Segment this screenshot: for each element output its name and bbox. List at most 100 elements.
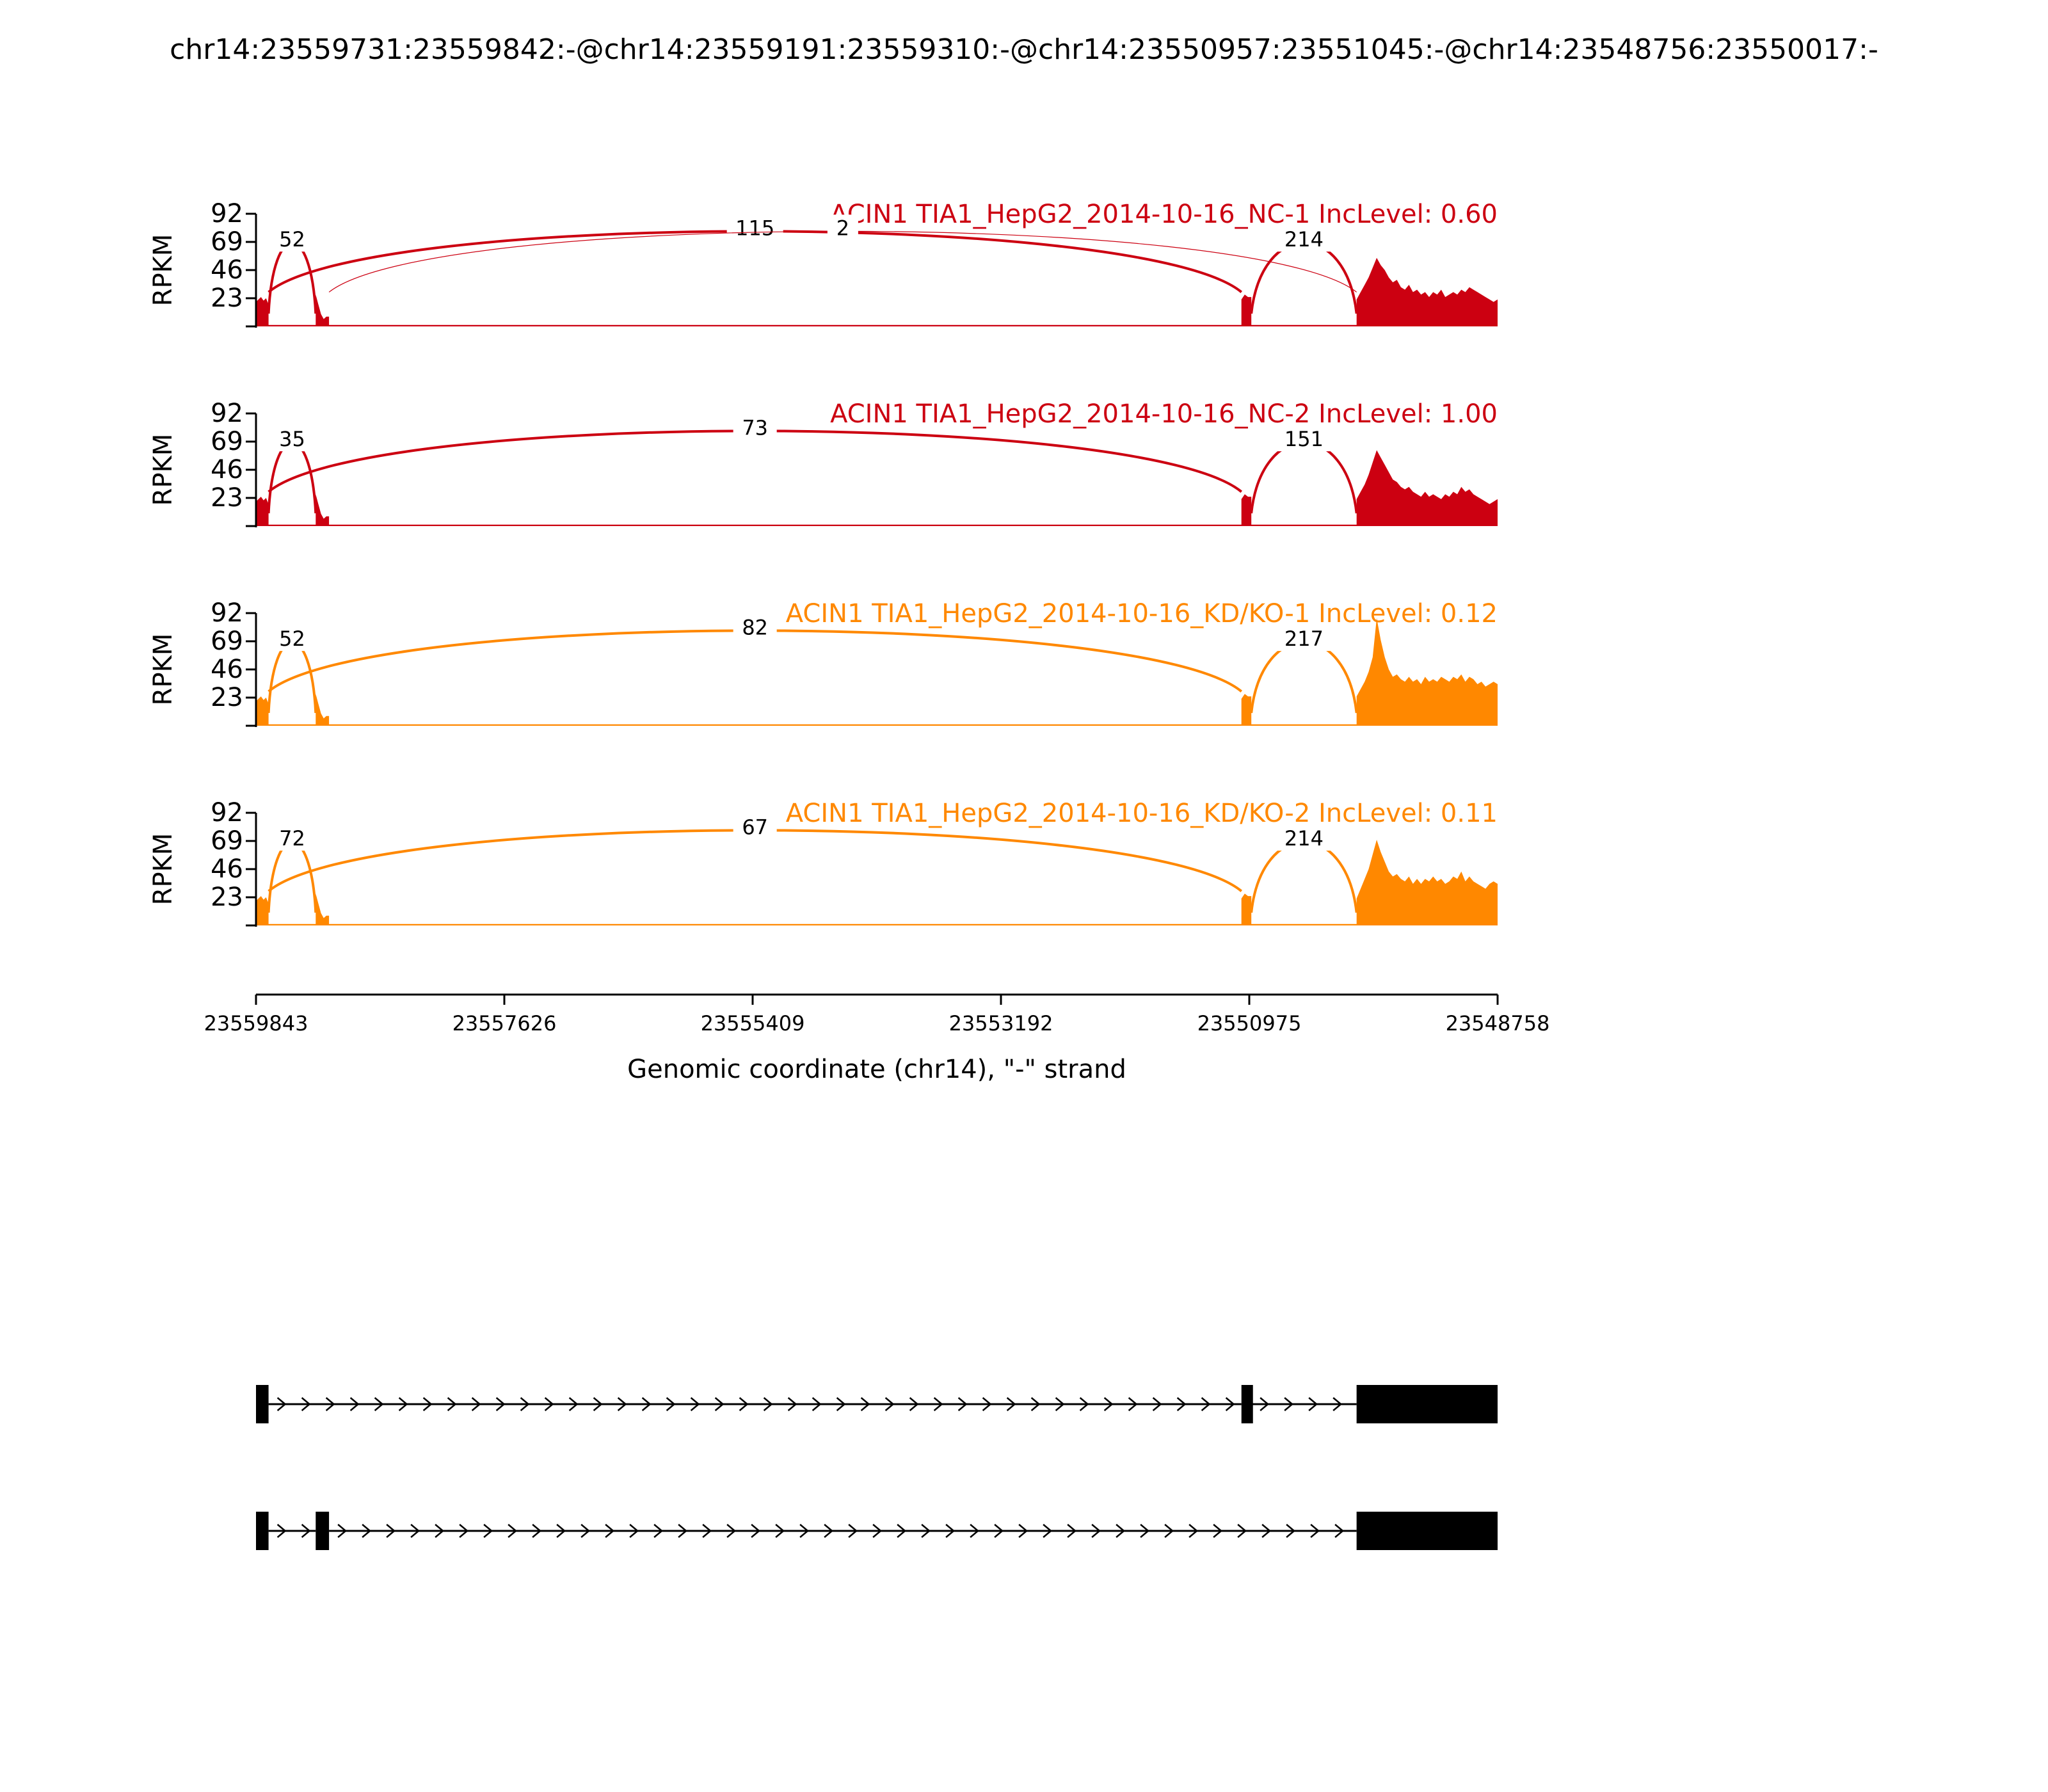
strand-arrow: [471, 1397, 481, 1411]
strand-arrow: [653, 1524, 664, 1538]
strand-arrow: [520, 1397, 530, 1411]
junction-label-bg: [270, 825, 314, 851]
strand-arrow: [1091, 1524, 1101, 1538]
junction-count: 82: [742, 615, 768, 639]
strand-arrow: [349, 1397, 360, 1411]
strand-arrow: [362, 1524, 372, 1538]
strand-arrow: [301, 1524, 311, 1538]
strand-arrow: [897, 1524, 907, 1538]
panel-label: ACIN1 TIA1_HepG2_2014-10-16_KD/KO-1 IncL…: [786, 599, 1498, 628]
y-tick-label: 23: [211, 883, 243, 912]
junction-label-bg: [1276, 625, 1332, 652]
y-tick-label: 46: [211, 854, 243, 884]
junction-count: 2: [836, 216, 849, 240]
strand-arrow: [641, 1397, 652, 1411]
x-tick-label: 23550975: [1197, 1011, 1302, 1036]
strand-arrow: [1103, 1397, 1114, 1411]
junction-count: 52: [279, 627, 305, 651]
junction-label-bg: [733, 813, 777, 840]
junction-count: 73: [742, 415, 768, 440]
strand-arrow: [374, 1397, 384, 1411]
strand-arrow: [337, 1524, 348, 1538]
junction-count: 35: [279, 427, 305, 451]
strand-arrow: [435, 1524, 445, 1538]
junction-count: 214: [1284, 227, 1324, 252]
strand-arrow: [690, 1397, 700, 1411]
strand-arrow: [1237, 1524, 1247, 1538]
strand-arrow: [580, 1524, 591, 1538]
junction-label-bg: [1276, 825, 1332, 851]
strand-arrow: [872, 1524, 883, 1538]
strand-arrow: [678, 1524, 688, 1538]
strand-arrow: [763, 1397, 773, 1411]
exon-block: [256, 1385, 269, 1423]
strand-arrow: [836, 1397, 846, 1411]
y-tick-label: 69: [211, 227, 243, 257]
transcript-1: [256, 1385, 1498, 1423]
strand-arrow: [1079, 1397, 1089, 1411]
strand-arrow: [933, 1397, 943, 1411]
strand-arrow: [301, 1397, 311, 1411]
junction-count: 115: [735, 216, 774, 240]
strand-arrow: [824, 1524, 834, 1538]
strand-arrow: [1067, 1524, 1077, 1538]
strand-arrow: [617, 1397, 627, 1411]
junction-label-bg: [1276, 426, 1332, 452]
strand-arrow: [556, 1524, 566, 1538]
junction-arc: [268, 429, 1243, 493]
y-tick-label: 69: [211, 627, 243, 656]
strand-arrow: [1286, 1524, 1296, 1538]
strand-arrow: [1030, 1397, 1041, 1411]
coverage-area: [256, 257, 1498, 326]
junction-count: 67: [742, 815, 768, 839]
strand-arrow: [447, 1397, 457, 1411]
exon-block: [256, 1512, 269, 1550]
strand-arrow: [1284, 1397, 1294, 1411]
strand-arrow: [799, 1524, 810, 1538]
strand-arrow: [1164, 1524, 1174, 1538]
y-tick-label: 46: [211, 455, 243, 484]
junction-label-bg: [1276, 226, 1332, 252]
strand-arrow: [1201, 1397, 1211, 1411]
exon-block: [1241, 1385, 1253, 1423]
strand-arrow: [812, 1397, 822, 1411]
strand-arrow: [459, 1524, 469, 1538]
junction-arc: [268, 829, 1243, 892]
y-axis-label: RPKM: [148, 434, 178, 506]
strand-arrow: [386, 1524, 396, 1538]
strand-arrow: [666, 1397, 676, 1411]
strand-arrow: [909, 1397, 919, 1411]
strand-arrow: [921, 1524, 931, 1538]
y-tick-label: 69: [211, 826, 243, 856]
junction-arc: [1250, 441, 1358, 514]
strand-arrow: [1332, 1397, 1343, 1411]
panel-label: ACIN1 TIA1_HepG2_2014-10-16_NC-1 IncLeve…: [830, 200, 1498, 229]
strand-arrow: [483, 1524, 493, 1538]
x-tick-label: 23548758: [1446, 1011, 1550, 1036]
x-tick-label: 23553192: [949, 1011, 1053, 1036]
strand-arrow: [1213, 1524, 1223, 1538]
strand-arrow: [1128, 1397, 1138, 1411]
coverage-area: [256, 618, 1498, 726]
transcript-2: [256, 1512, 1498, 1550]
strand-arrow: [1140, 1524, 1150, 1538]
strand-arrow: [702, 1524, 712, 1538]
strand-arrow: [994, 1524, 1004, 1538]
strand-arrow: [410, 1524, 420, 1538]
strand-arrow: [1152, 1397, 1162, 1411]
strand-arrow: [726, 1524, 737, 1538]
x-tick-label: 23555409: [701, 1011, 805, 1036]
strand-arrow: [1260, 1397, 1270, 1411]
junction-label-bg: [726, 214, 783, 241]
strand-arrow: [751, 1524, 761, 1538]
strand-arrow: [970, 1524, 980, 1538]
strand-arrow: [957, 1397, 968, 1411]
panel-label: ACIN1 TIA1_HepG2_2014-10-16_KD/KO-2 IncL…: [786, 799, 1498, 828]
strand-arrow: [508, 1524, 518, 1538]
y-tick-label: 69: [211, 427, 243, 456]
y-tick-label: 23: [211, 683, 243, 712]
strand-arrow: [1006, 1397, 1016, 1411]
strand-arrow: [1018, 1524, 1028, 1538]
